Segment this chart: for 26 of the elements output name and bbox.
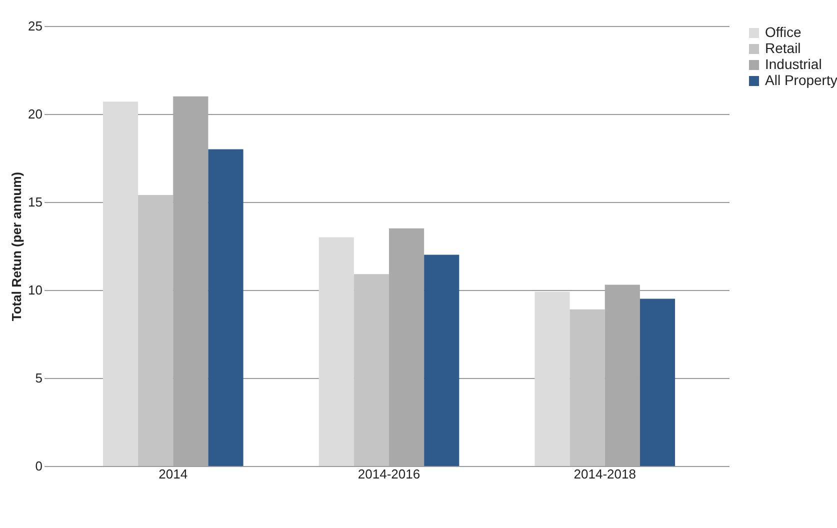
y-tick-label: 20 xyxy=(28,106,42,122)
y-tick-label: 5 xyxy=(35,370,42,386)
bar xyxy=(604,284,640,466)
x-tick-label: 2014 xyxy=(158,466,188,482)
bar xyxy=(138,194,174,466)
legend-label: Industrial xyxy=(765,56,822,72)
y-tick-label: 10 xyxy=(28,282,42,298)
y-tick-label: 0 xyxy=(35,458,42,474)
bar xyxy=(102,102,138,466)
bar xyxy=(173,96,208,466)
bar xyxy=(570,309,605,466)
bar xyxy=(208,149,244,466)
bar xyxy=(389,228,424,466)
x-tick-label: 2014-2018 xyxy=(574,466,636,482)
x-tick-label: 2014-2016 xyxy=(358,466,420,482)
bar xyxy=(534,292,570,466)
legend-label: All Property xyxy=(765,72,837,88)
legend-label: Office xyxy=(765,24,802,40)
bar xyxy=(354,274,389,466)
y-tick-label: 15 xyxy=(28,194,42,210)
bar xyxy=(640,298,676,466)
bar xyxy=(424,254,460,466)
bar xyxy=(318,237,354,466)
y-axis-title: Total Retun (per annum) xyxy=(9,172,24,322)
y-tick-label: 25 xyxy=(28,18,42,34)
legend-label: Retail xyxy=(765,40,801,56)
